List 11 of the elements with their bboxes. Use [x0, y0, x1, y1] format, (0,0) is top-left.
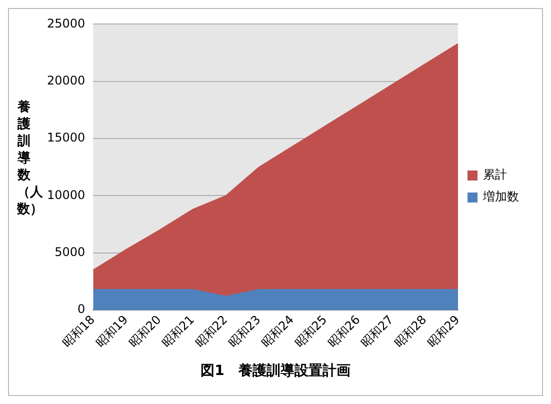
- legend-label: 累計: [483, 168, 507, 182]
- y-tick-label: 0: [78, 302, 86, 316]
- y-tick-label: 15000: [46, 130, 86, 145]
- y-tick-label: 25000: [46, 16, 86, 30]
- y-axis-title: 養護訓導数（人数）: [17, 99, 43, 218]
- y-tick-label: 20000: [46, 73, 86, 88]
- y-tick-label: 10000: [46, 188, 86, 202]
- x-tick-label: 昭和29: [424, 312, 462, 350]
- text: 図1 養護訓導設置計画: [200, 362, 352, 380]
- y-tick-label: 5000: [54, 245, 86, 260]
- legend-label: 増加数: [482, 190, 519, 204]
